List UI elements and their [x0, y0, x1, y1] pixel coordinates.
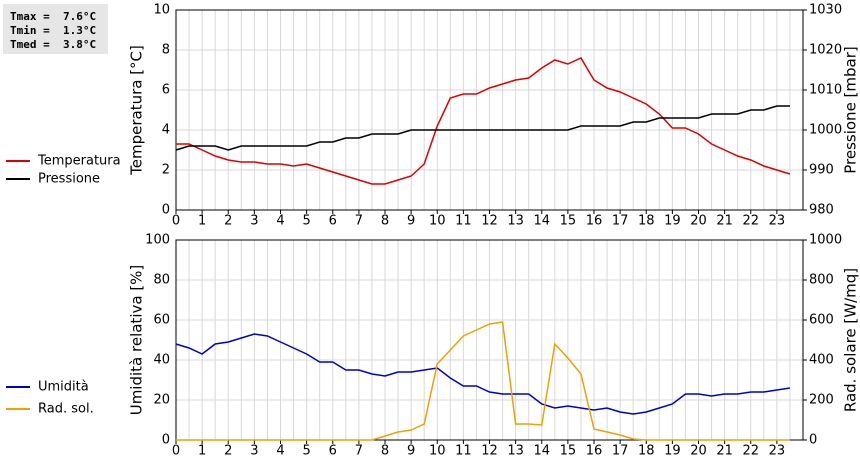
x-tick-label: 12: [481, 444, 498, 459]
x-tick-label: 10: [429, 444, 446, 459]
y2-tick-label: 600: [809, 313, 834, 328]
x-tick-label: 5: [302, 444, 310, 459]
y2-tick-label: 200: [809, 393, 834, 408]
x-tick-label: 8: [381, 444, 389, 459]
y2-tick-label: 1030: [809, 3, 842, 18]
y-tick-label: 20: [153, 393, 170, 408]
series-line: [176, 57, 791, 185]
x-tick-label: 4: [276, 444, 284, 459]
y2-axis-label: Rad. solare [W/mq]: [842, 268, 860, 412]
x-tick-label: 2: [224, 444, 232, 459]
legend-label: Umidità: [38, 380, 89, 395]
x-tick-label: 23: [769, 214, 786, 229]
x-tick-label: 1: [198, 214, 206, 229]
x-tick-label: 4: [276, 214, 284, 229]
y2-tick-label: 980: [809, 203, 834, 218]
y-tick-label: 8: [162, 43, 170, 58]
x-tick-label: 11: [455, 214, 472, 229]
x-tick-label: 19: [664, 214, 681, 229]
y-tick-label: 0: [162, 433, 170, 448]
y2-tick-label: 990: [809, 163, 834, 178]
x-tick-label: 22: [742, 214, 759, 229]
series-line: [176, 321, 790, 441]
x-tick-label: 3: [250, 214, 258, 229]
y-tick-label: 10: [153, 3, 170, 18]
x-tick-label: 12: [481, 214, 498, 229]
x-tick-label: 16: [586, 214, 603, 229]
x-tick-label: 5: [302, 214, 310, 229]
y2-axis-label: Pressione [mbar]: [842, 46, 860, 174]
x-tick-label: 22: [742, 444, 759, 459]
x-tick-label: 10: [429, 214, 446, 229]
y2-tick-label: 1020: [809, 43, 842, 58]
x-tick-label: 18: [638, 444, 655, 459]
x-tick-label: 17: [612, 214, 629, 229]
x-tick-label: 3: [250, 444, 258, 459]
x-tick-label: 14: [533, 444, 550, 459]
y-tick-label: 0: [162, 203, 170, 218]
x-tick-label: 20: [690, 214, 707, 229]
y2-tick-label: 0: [809, 433, 817, 448]
legend-label: Pressione: [38, 172, 100, 187]
y-tick-label: 4: [162, 123, 170, 138]
y-tick-label: 40: [153, 353, 170, 368]
x-tick-label: 9: [407, 214, 415, 229]
x-tick-label: 17: [612, 444, 629, 459]
y2-tick-label: 1010: [809, 83, 842, 98]
series-line: [175, 105, 790, 151]
y2-tick-label: 1000: [809, 233, 842, 248]
y-tick-label: 80: [153, 273, 170, 288]
x-tick-label: 7: [355, 214, 363, 229]
x-tick-label: 21: [716, 214, 733, 229]
legend-label: Temperatura: [37, 154, 121, 169]
y-tick-label: 2: [162, 163, 170, 178]
x-tick-label: 1: [198, 444, 206, 459]
y-tick-label: 100: [145, 233, 170, 248]
x-tick-label: 0: [172, 214, 180, 229]
stats-box: [3, 4, 108, 54]
plot-frame: [175, 239, 804, 441]
x-tick-label: 15: [560, 214, 577, 229]
y2-tick-label: 400: [809, 353, 834, 368]
x-tick-label: 2: [224, 214, 232, 229]
x-tick-label: 9: [407, 444, 415, 459]
series-line: [175, 333, 791, 415]
x-tick-label: 19: [664, 444, 681, 459]
y-tick-label: 60: [153, 313, 170, 328]
x-tick-label: 18: [638, 214, 655, 229]
x-tick-label: 21: [716, 444, 733, 459]
stat-tmed: Tmed = 3.8°C: [10, 38, 96, 51]
x-tick-label: 13: [507, 444, 524, 459]
legend-label: Rad. sol.: [38, 402, 94, 417]
x-tick-label: 0: [172, 444, 180, 459]
y-tick-label: 6: [162, 83, 170, 98]
y-axis-label: Umidità relativa [%]: [128, 265, 146, 416]
x-tick-label: 7: [355, 444, 363, 459]
stat-tmin: Tmin = 1.3°C: [10, 24, 96, 37]
x-tick-label: 6: [329, 444, 337, 459]
x-tick-label: 14: [533, 214, 550, 229]
x-tick-label: 13: [507, 214, 524, 229]
plot-frame: [175, 9, 804, 211]
x-tick-label: 16: [586, 444, 603, 459]
x-tick-label: 11: [455, 444, 472, 459]
y-axis-label: Temperatura [°C]: [128, 45, 146, 176]
x-tick-label: 15: [560, 444, 577, 459]
x-tick-label: 23: [769, 444, 786, 459]
x-tick-label: 6: [329, 214, 337, 229]
y2-tick-label: 1000: [809, 123, 842, 138]
stat-tmax: Tmax = 7.6°C: [10, 10, 96, 23]
x-tick-label: 8: [381, 214, 389, 229]
y2-tick-label: 800: [809, 273, 834, 288]
x-tick-label: 20: [690, 444, 707, 459]
